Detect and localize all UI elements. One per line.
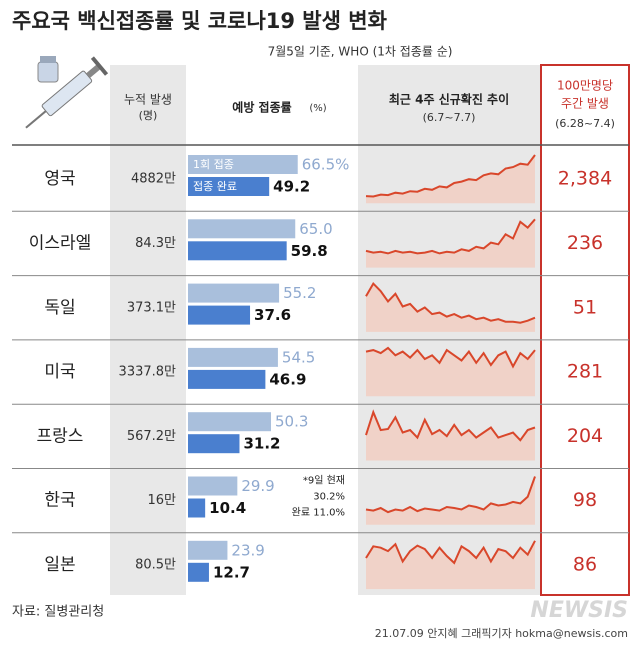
full-dose-bar — [188, 305, 251, 325]
syringe-icon — [25, 56, 109, 129]
weekly: 204 — [567, 425, 603, 447]
country: 영국 — [44, 169, 75, 189]
trend-line — [365, 281, 536, 324]
trend-area — [366, 283, 535, 332]
country: 미국 — [44, 362, 75, 382]
first-dose-label: 65.0 — [299, 220, 332, 238]
trend-area — [366, 347, 535, 397]
trend-area — [366, 155, 535, 204]
cases: 373.1만 — [127, 300, 176, 315]
first-dose-bar — [188, 476, 238, 496]
first-dose-bar — [188, 219, 296, 239]
full-dose-label: 31.2 — [243, 435, 280, 453]
trend-area — [366, 476, 535, 525]
weekly: 2,384 — [558, 168, 612, 190]
watermark: NEWSIS — [530, 598, 628, 623]
weekly-column — [540, 64, 630, 596]
full-dose-label: 59.8 — [291, 242, 328, 260]
full-dose-bar — [188, 434, 240, 454]
header-weekly: 100만명당 — [557, 79, 613, 93]
weekly: 236 — [567, 232, 603, 254]
full-dose-label: 10.4 — [209, 499, 246, 517]
trend-line — [365, 346, 536, 369]
full-dose-label: 49.2 — [273, 178, 310, 196]
trend-line — [365, 154, 536, 198]
note: *9일 현재 — [303, 475, 345, 487]
note: 완료 11.0% — [292, 507, 345, 519]
first-dose-label: 55.2 — [283, 284, 316, 302]
header-trend-period: (6.7~7.7) — [423, 111, 476, 124]
cases: 80.5만 — [135, 557, 176, 572]
full-dose-bar — [188, 369, 266, 389]
header-trend: 최근 4주 신규확진 추이 — [389, 92, 509, 107]
cases: 567.2만 — [127, 429, 176, 444]
first-dose-label: 54.5 — [282, 348, 315, 366]
source: 자료: 질병관리청 — [12, 605, 104, 620]
header-weekly-period: (6.28~7.4) — [555, 117, 615, 130]
cases: 84.3만 — [135, 236, 176, 251]
weekly: 281 — [567, 361, 603, 383]
header-weekly: 주간 발생 — [561, 97, 609, 111]
country: 일본 — [44, 555, 75, 575]
title: 주요국 백신접종률 및 코로나19 발생 변화 — [12, 9, 388, 33]
full-dose-bar — [188, 498, 206, 518]
first-dose-bar — [188, 283, 280, 303]
cases: 4882만 — [131, 172, 176, 187]
subtitle: 7월5일 기준, WHO (1차 접종률 순) — [268, 45, 453, 59]
note: 30.2% — [313, 492, 345, 503]
weekly: 98 — [573, 489, 597, 511]
header-vaccination-unit: (%) — [309, 103, 326, 114]
full-dose-label: 12.7 — [213, 563, 250, 581]
trend-area — [366, 412, 535, 461]
full-dose-label: 37.6 — [254, 306, 291, 324]
legend-full: 접종 완료 — [193, 180, 237, 193]
full-dose-bar — [188, 241, 287, 261]
header-cases-unit: (명) — [139, 109, 158, 122]
cases: 16만 — [147, 493, 176, 508]
header-vaccination: 예방 접종률 — [232, 100, 291, 115]
trend-line — [365, 409, 536, 442]
trend-line — [365, 476, 536, 514]
country: 독일 — [44, 298, 75, 318]
first-dose-label: 29.9 — [241, 477, 274, 495]
full-dose-bar — [188, 177, 270, 196]
country: 프랑스 — [37, 426, 84, 446]
header-cases: 누적 발생 — [124, 93, 172, 107]
first-dose-bar — [188, 155, 298, 174]
full-dose-label: 46.9 — [269, 370, 306, 388]
cases-column — [110, 65, 186, 595]
first-dose-label: 23.9 — [231, 541, 264, 559]
first-dose-bar — [188, 347, 278, 367]
country: 한국 — [44, 491, 75, 511]
full-dose-bar — [188, 562, 209, 582]
trend-line — [365, 540, 536, 565]
first-dose-label: 66.5% — [302, 156, 350, 174]
trend-area — [366, 540, 535, 590]
trend-line — [365, 218, 536, 255]
weekly: 86 — [573, 553, 597, 575]
first-dose-bar — [188, 540, 228, 560]
country: 이스라엘 — [29, 233, 92, 253]
legend-first: 1회 접종 — [193, 158, 234, 171]
credit: 21.07.09 안지혜 그래픽기자 hokma@newsis.com — [375, 627, 628, 640]
weekly: 51 — [573, 296, 597, 318]
first-dose-bar — [188, 412, 271, 432]
cases: 3337.8만 — [119, 365, 176, 380]
first-dose-label: 50.3 — [275, 413, 308, 431]
trend-area — [366, 219, 535, 268]
